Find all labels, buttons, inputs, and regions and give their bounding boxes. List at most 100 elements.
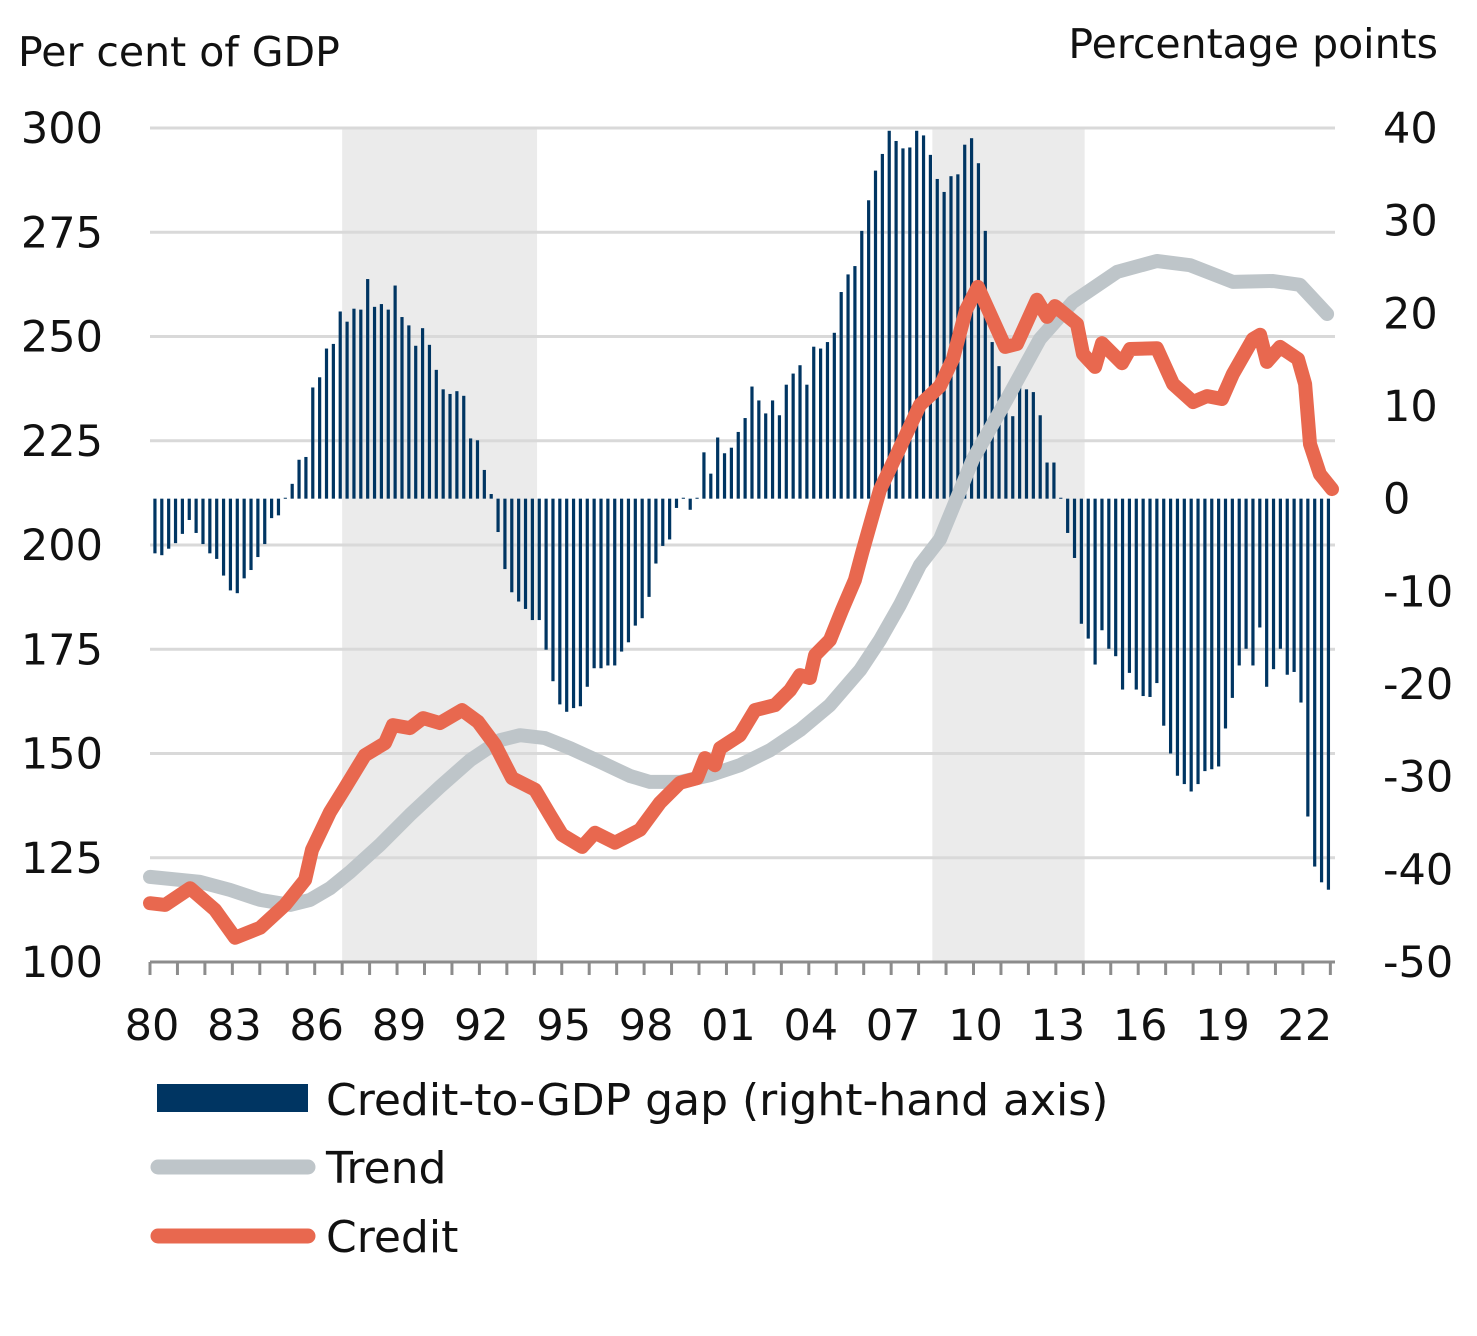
gap-bar [482, 469, 486, 499]
gap-bar [1299, 498, 1303, 703]
gap-bar [983, 230, 987, 499]
gap-bar [1086, 498, 1090, 639]
gap-bar [1093, 498, 1097, 665]
gap-bar [743, 418, 747, 499]
gap-bar [1217, 498, 1221, 767]
gap-bar [372, 306, 377, 499]
gap-bar [1038, 415, 1042, 499]
gap-bar [523, 498, 528, 609]
x-tick-label: 80 [125, 1001, 180, 1051]
gap-bar [695, 497, 699, 499]
gap-bar [345, 321, 349, 499]
gap-bar [853, 266, 857, 499]
x-tick-label: 04 [783, 1001, 838, 1051]
left-tick-label: 175 [21, 625, 103, 675]
gap-bar [812, 346, 816, 499]
gap-bar [935, 178, 939, 499]
gap-bar [249, 498, 253, 571]
gap-bar [750, 386, 754, 499]
gap-bar [475, 440, 480, 499]
gap-bar [393, 285, 397, 499]
credit-line [143, 279, 1339, 945]
right-tick-label: -20 [1383, 660, 1453, 710]
gap-bar [544, 498, 548, 650]
x-tick-label: 89 [372, 1001, 427, 1051]
gap-bar [702, 452, 706, 499]
gap-bar [469, 438, 473, 499]
gap-bar [1313, 498, 1317, 867]
gap-bar [880, 153, 884, 499]
gap-bar [1319, 498, 1324, 883]
gap-bar [1134, 498, 1138, 690]
gap-bar [860, 230, 864, 499]
gap-bar [537, 498, 541, 621]
gap-bar [1278, 498, 1282, 649]
gap-bar [640, 498, 644, 619]
right-tick-label: 10 [1383, 382, 1438, 432]
x-tick-label: 22 [1278, 1001, 1333, 1051]
gap-bar [757, 400, 761, 499]
gap-bar [228, 498, 233, 591]
gap-bar [1072, 498, 1077, 558]
x-tick-label: 83 [207, 1001, 262, 1051]
gap-bar [338, 311, 342, 499]
gap-bar [510, 498, 514, 593]
gap-bar [1230, 498, 1234, 698]
gap-bar [729, 447, 733, 499]
gap-bar [1285, 498, 1289, 675]
gap-bar [997, 366, 1001, 499]
legend-label-credit: Credit [326, 1212, 458, 1263]
gap-bar [297, 459, 301, 499]
gap-bar [208, 498, 212, 554]
x-axis: 80 83 86 89 92 95 98 01 04 07 10 13 16 19 22 [125, 960, 1335, 1051]
gap-bar [379, 304, 384, 499]
gap-bar [832, 332, 836, 499]
gap-bar [928, 154, 933, 499]
gap-bar [626, 498, 631, 643]
gap-bar [400, 317, 404, 499]
gap-bar [359, 309, 363, 499]
gap-bar [736, 431, 740, 499]
right-axis-title: Percentage points [1068, 20, 1438, 68]
x-tick-label: 98 [619, 1001, 674, 1051]
gap-bar [290, 483, 294, 499]
gap-bar [1189, 498, 1193, 792]
gap-bar [1162, 498, 1166, 726]
gap-bar [674, 498, 679, 508]
gap-bar [668, 498, 672, 540]
gap-bar [551, 498, 555, 682]
gap-bar [530, 498, 534, 621]
gap-bar [1127, 498, 1132, 673]
gap-bar [558, 498, 562, 705]
gap-bar [1196, 498, 1200, 785]
left-tick-label: 125 [21, 834, 103, 884]
legend-swatch-gap [157, 1084, 308, 1112]
gap-bar [331, 343, 335, 499]
gap-bar [1148, 498, 1152, 697]
gap-bar [1011, 416, 1015, 499]
gap-bar [324, 348, 329, 499]
gap-bar [1024, 389, 1029, 499]
gap-bar [578, 498, 583, 707]
gap-bar [798, 365, 802, 499]
gap-bar [805, 384, 809, 499]
gap-bar [1271, 498, 1276, 670]
gap-bar [784, 384, 788, 499]
gap-bar [1004, 406, 1008, 499]
gap-bar [160, 498, 164, 556]
gap-bar [256, 498, 260, 558]
legend-label-gap: Credit-to-GDP gap (right-hand axis) [326, 1075, 1108, 1126]
gap-bar [414, 345, 418, 499]
gap-bar [839, 292, 843, 499]
gap-bar [1052, 462, 1056, 499]
gap-bar [1168, 498, 1173, 754]
gap-bar [366, 279, 370, 499]
gap-bar [276, 498, 281, 516]
gap-bar [221, 498, 226, 576]
gap-bar [819, 348, 823, 499]
gap-bar [311, 387, 315, 499]
gap-bar [949, 176, 953, 499]
gap-bar [173, 498, 178, 544]
gap-bar [1045, 462, 1049, 499]
